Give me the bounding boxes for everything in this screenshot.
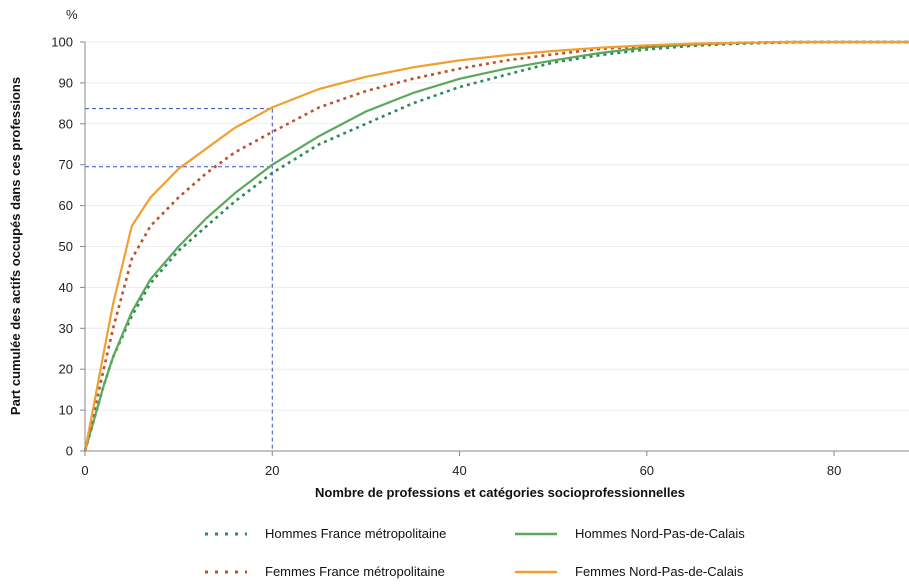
reference-lines <box>85 108 273 451</box>
y-tick-label-100: 100 <box>51 35 73 50</box>
gridlines <box>85 41 909 411</box>
y-tick-label-0: 0 <box>66 444 73 459</box>
y-axis-title: Part cumulée des actifs occupés dans ces… <box>8 77 23 415</box>
x-axis-title: Nombre de professions et catégories soci… <box>315 485 685 500</box>
x-tick-labels: 0 20 40 60 80 <box>81 451 841 478</box>
y-unit-label: % <box>66 7 78 22</box>
y-tick-label-90: 90 <box>59 75 73 90</box>
x-tick-label-0: 0 <box>81 463 88 478</box>
x-tick-label-80: 80 <box>827 463 841 478</box>
y-tick-label-20: 20 <box>59 362 73 377</box>
y-tick-label-80: 80 <box>59 116 73 131</box>
x-tick-label-60: 60 <box>640 463 654 478</box>
legend-label-2: Femmes France métropolitaine <box>265 564 445 579</box>
legend-label-1: Hommes Nord-Pas-de-Calais <box>575 526 745 541</box>
x-tick-label-20: 20 <box>265 463 279 478</box>
series-line-3 <box>83 40 909 452</box>
series-layer <box>83 40 909 452</box>
y-tick-label-10: 10 <box>59 403 73 418</box>
y-tick-label-70: 70 <box>59 157 73 172</box>
y-tick-label-40: 40 <box>59 280 73 295</box>
legend-label-3: Femmes Nord-Pas-de-Calais <box>575 564 744 579</box>
y-tick-label-50: 50 <box>59 239 73 254</box>
y-tick-labels: 0 10 20 30 40 50 60 70 80 90 100 <box>51 35 85 459</box>
legend: Hommes France métropolitaine Hommes Nord-… <box>205 526 745 579</box>
legend-label-0: Hommes France métropolitaine <box>265 526 446 541</box>
y-tick-label-30: 30 <box>59 321 73 336</box>
x-tick-label-40: 40 <box>452 463 466 478</box>
y-tick-label-60: 60 <box>59 198 73 213</box>
